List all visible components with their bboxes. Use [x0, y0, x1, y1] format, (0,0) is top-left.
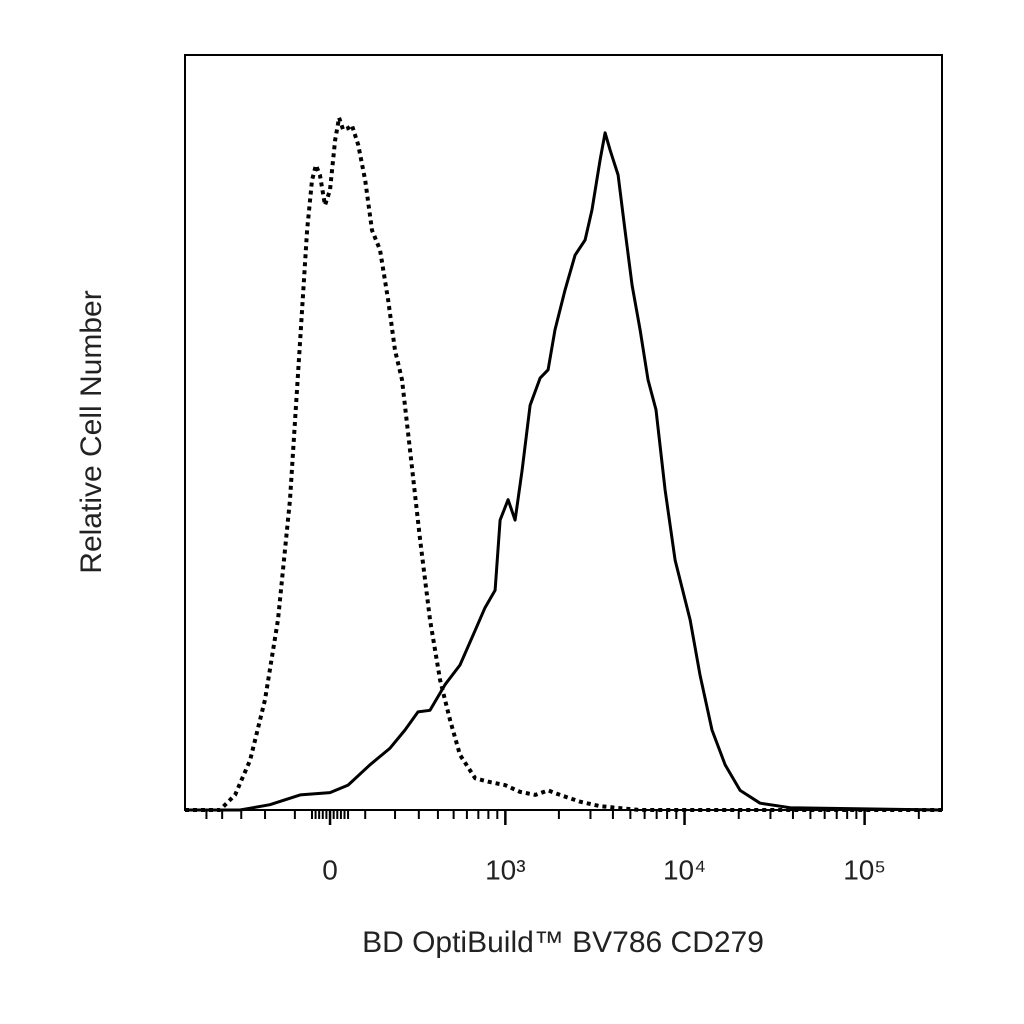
histogram-line [185, 131, 943, 812]
y-axis-title: Relative Cell Number [75, 290, 108, 573]
histogram-line [185, 115, 942, 812]
x-axis-title: BD OptiBuild™ BV786 CD279 [362, 926, 764, 959]
x-tick-label: 10³ [485, 854, 525, 885]
x-tick-label: 10⁵ [843, 854, 886, 885]
plot-frame [184, 54, 943, 811]
x-tick-label: 10⁴ [663, 854, 706, 885]
x-tick-label: 0 [322, 854, 338, 885]
